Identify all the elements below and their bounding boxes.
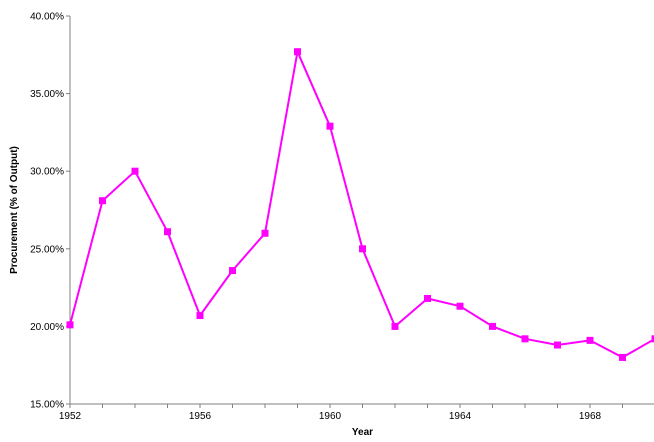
y-tick-label: 30.00% [30, 167, 64, 178]
data-point [489, 322, 496, 330]
data-point [261, 229, 269, 237]
data-point [131, 167, 139, 175]
x-axis-title: Year [352, 427, 373, 438]
x-axis: 1952 1956 1960 1964 1968 [59, 403, 654, 422]
data-point [99, 197, 106, 205]
data-point [164, 228, 171, 236]
y-tick-label: 40.00% [30, 12, 64, 23]
data-point [229, 267, 236, 275]
data-point [554, 341, 561, 349]
data-point [424, 294, 431, 302]
data-point [196, 312, 204, 320]
data-point [619, 353, 626, 361]
data-point [456, 302, 464, 310]
y-axis-title: Procurement (% of Output) [9, 146, 20, 274]
y-tick-label: 15.00% [30, 400, 64, 411]
y-tick-label: 25.00% [30, 244, 64, 255]
data-point [391, 322, 399, 330]
data-point [326, 122, 334, 130]
data-point [294, 48, 301, 56]
plot-area [66, 48, 654, 361]
data-point [359, 245, 366, 253]
data-point [521, 335, 529, 343]
x-tick-label: 1960 [319, 411, 342, 422]
y-tick-label: 35.00% [30, 89, 64, 100]
y-axis: 15.00% 20.00% 25.00% 30.00% 35.00% 40.00% [30, 12, 71, 411]
x-tick-label: 1952 [59, 411, 82, 422]
y-tick-label: 20.00% [30, 322, 64, 333]
data-point [66, 321, 74, 329]
x-tick-label: 1964 [449, 411, 472, 422]
data-point [651, 335, 654, 343]
data-point [586, 336, 594, 344]
x-tick-label: 1956 [189, 411, 212, 422]
x-tick-label: 1968 [579, 411, 602, 422]
series-line [69, 50, 654, 359]
